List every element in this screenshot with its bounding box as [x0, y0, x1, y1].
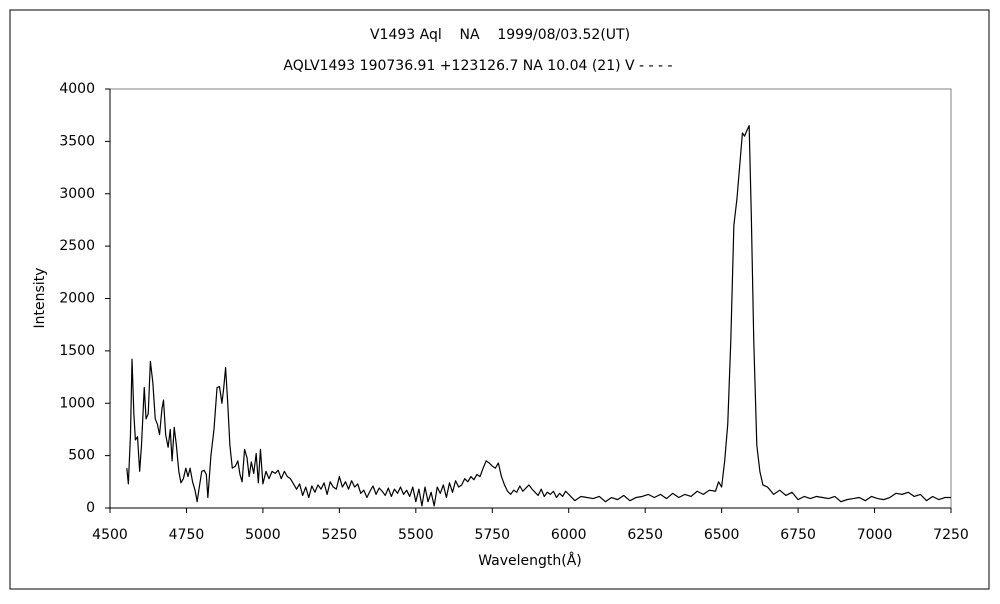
y-tick-label: 3500: [59, 133, 95, 149]
y-tick-label: 4000: [59, 81, 95, 97]
x-tick-label: 5750: [474, 527, 510, 543]
x-tick-label: 5500: [398, 527, 434, 543]
x-tick-label: 4750: [169, 527, 205, 543]
spectrum-line: [126, 125, 951, 507]
y-tick-label: 3000: [59, 186, 95, 202]
y-axis-label: Intensity: [32, 268, 48, 329]
plot-area: [109, 88, 952, 509]
y-tick-label: 500: [68, 448, 95, 464]
x-tick-label: 6500: [704, 527, 740, 543]
x-tick-label: 7000: [857, 527, 893, 543]
x-tick-label: 6250: [627, 527, 663, 543]
y-tick-label: 1500: [59, 343, 95, 359]
y-tick-label: 1000: [59, 395, 95, 411]
x-tick-label: 4500: [92, 527, 128, 543]
x-tick-label: 5000: [245, 527, 281, 543]
x-tick-label: 5250: [322, 527, 358, 543]
x-tick-label: 6000: [551, 527, 587, 543]
chart-title: V1493 Aql NA 1999/08/03.52(UT): [370, 27, 630, 43]
chart-subtitle: AQLV1493 190736.91 +123126.7 NA 10.04 (2…: [283, 58, 672, 74]
y-tick-label: 2000: [59, 291, 95, 307]
x-tick-label: 6750: [780, 527, 816, 543]
x-axis-label: Wavelength(Å): [478, 552, 582, 569]
x-tick-label: 7250: [933, 527, 969, 543]
y-tick-label: 0: [86, 500, 95, 516]
y-tick-label: 2500: [59, 238, 95, 254]
